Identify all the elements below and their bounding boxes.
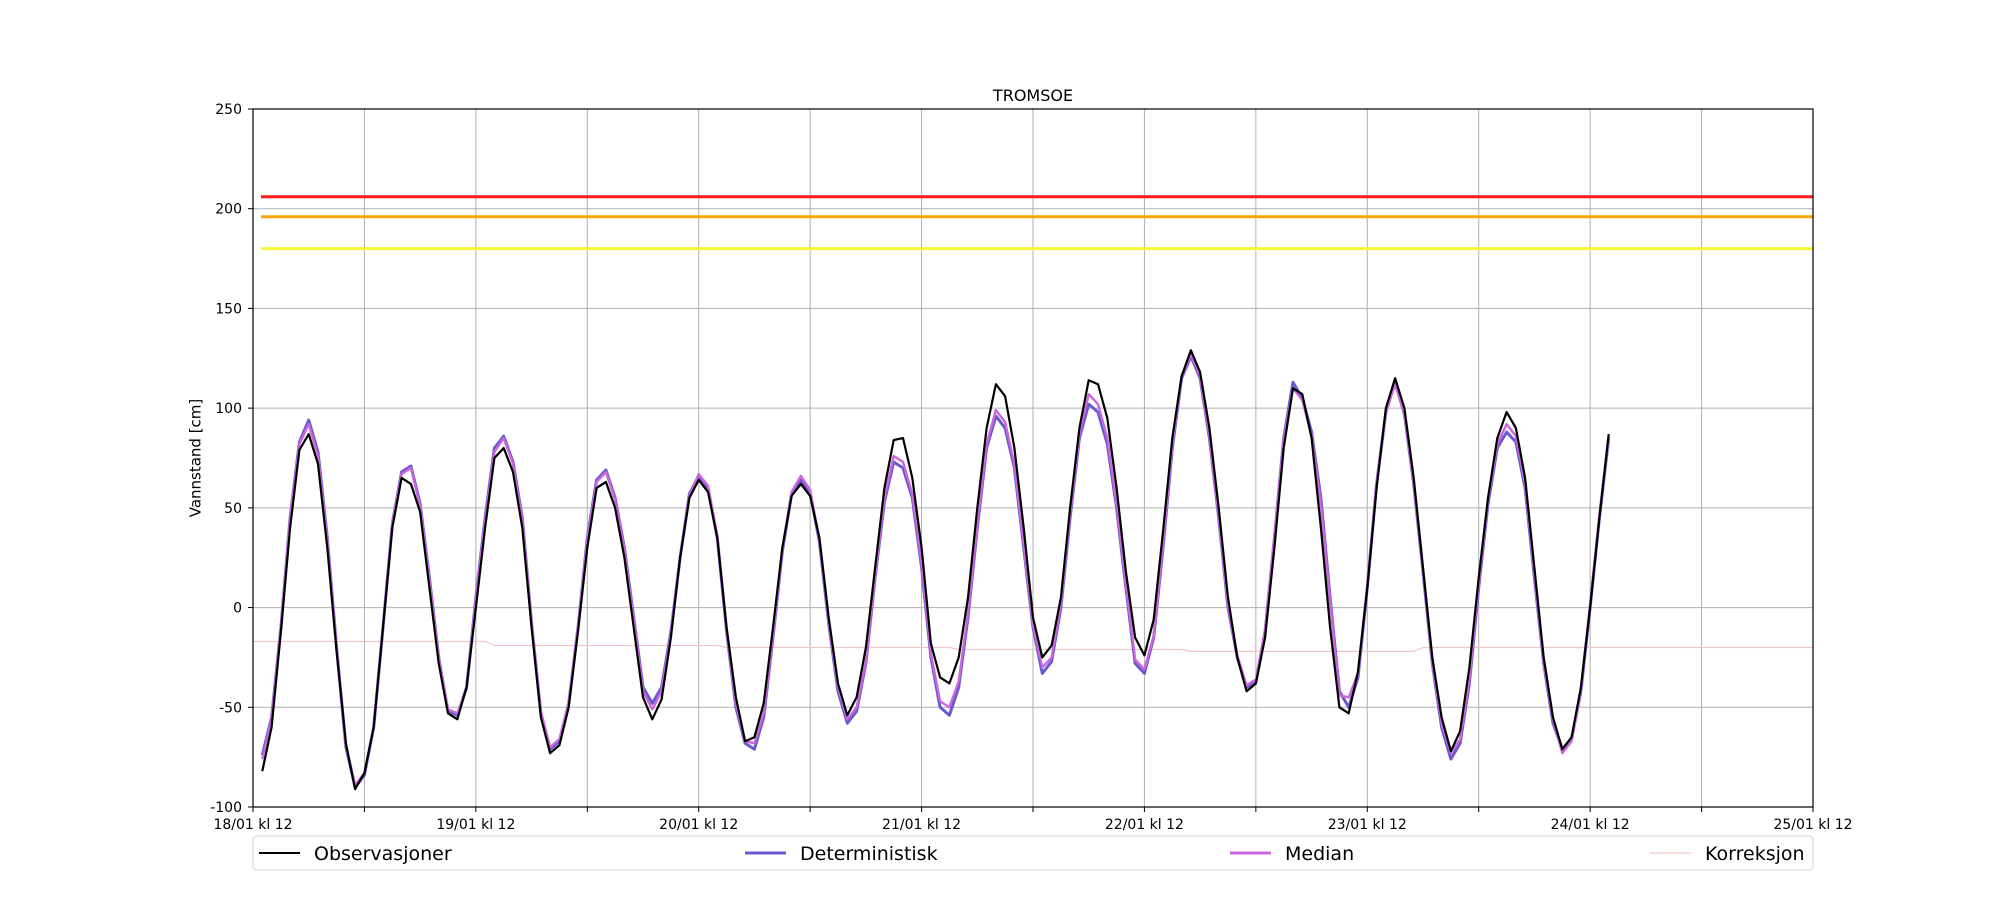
x-tick-label: 24/01 kl 12 [1551,817,1630,833]
y-tick-label: 100 [215,401,242,417]
series-lines [253,349,1813,791]
legend: Observasjoner Deterministisk Median Korreks… [252,835,1814,871]
y-tick-label: 0 [233,601,242,617]
legend-label-median: Median [1285,843,1354,865]
x-axis-ticks: 18/01 kl 12 19/01 kl 12 20/01 kl 12 21/01 k… [213,807,1853,833]
x-tick-label: 21/01 kl 12 [882,817,961,833]
x-tick-label: 18/01 kl 12 [213,817,292,833]
x-tick-label: 23/01 kl 12 [1328,817,1407,833]
x-tick-label: 19/01 kl 12 [436,817,515,833]
y-tick-label: 200 [215,202,242,218]
series-line-korreksjon [253,640,1813,653]
y-tick-label: 250 [215,102,242,118]
legend-label-observasjoner: Observasjoner [314,843,452,865]
y-tick-label: 50 [224,501,242,517]
x-tick-label: 25/01 kl 12 [1773,817,1852,833]
legend-label-korreksjon: Korreksjon [1705,843,1805,865]
series-line-observasjoner [261,349,1610,791]
y-tick-label: -100 [210,800,242,816]
legend-box [252,835,1814,871]
legend-label-deterministisk: Deterministisk [800,843,938,865]
x-tick-label: 22/01 kl 12 [1105,817,1184,833]
y-tick-label: -50 [219,700,242,716]
y-axis-label: Vannstand [cm] [187,399,205,518]
chart-title: TROMSOE [992,86,1073,105]
x-tick-label: 20/01 kl 12 [659,817,738,833]
y-axis-ticks: -100 -50 0 50 100 150 200 250 [210,102,253,816]
y-tick-label: 150 [215,301,242,317]
threshold-lines [261,195,1813,251]
